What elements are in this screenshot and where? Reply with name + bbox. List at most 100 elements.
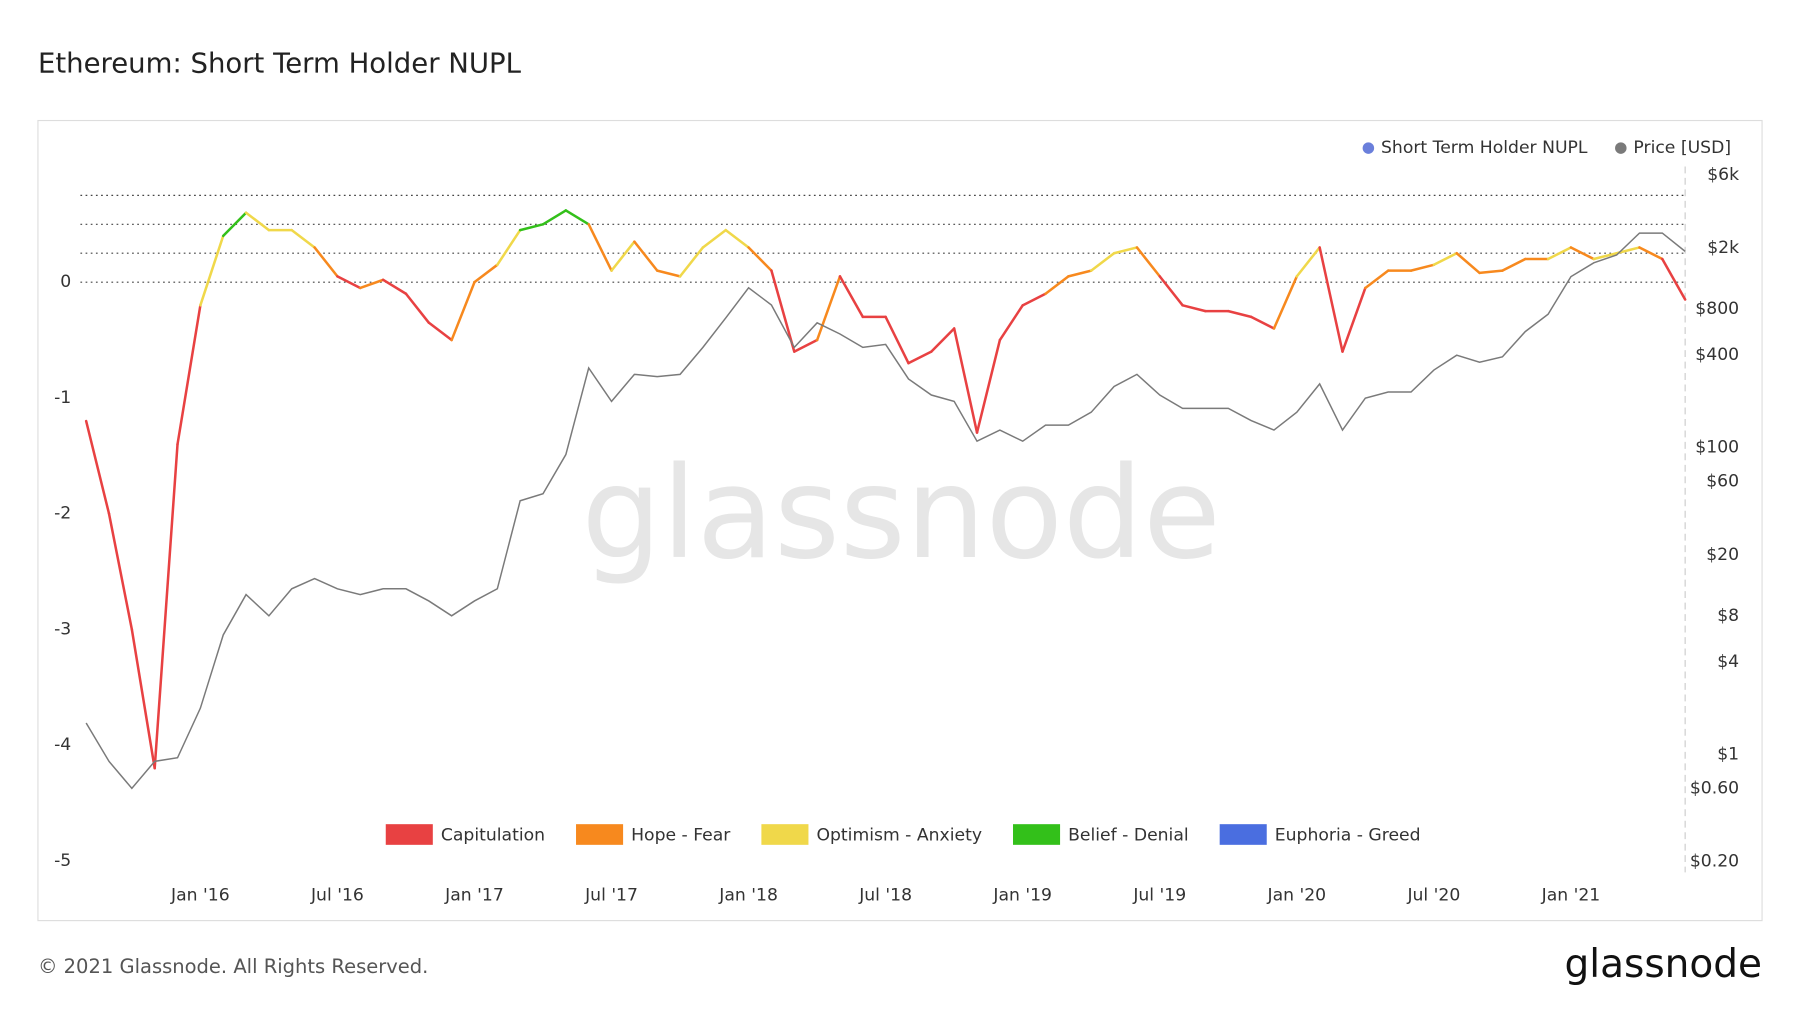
nupl-segment bbox=[244, 211, 271, 232]
nupl-segment bbox=[1341, 286, 1367, 353]
nupl-segment bbox=[724, 228, 750, 249]
y2-tick-label: $2k bbox=[1707, 238, 1739, 258]
nupl-segment bbox=[1181, 304, 1207, 313]
nupl-segment bbox=[1021, 292, 1047, 307]
nupl-segment bbox=[1569, 246, 1596, 261]
x-tick-label: Jul '19 bbox=[1132, 885, 1186, 905]
nupl-segment bbox=[587, 223, 613, 272]
zone-label: Capitulation bbox=[441, 826, 545, 846]
y2-tick-label: $4 bbox=[1717, 652, 1739, 672]
nupl-segment bbox=[473, 263, 499, 284]
zone-swatch bbox=[576, 824, 624, 845]
y2-tick-label: $0.60 bbox=[1690, 778, 1739, 798]
nupl-segment bbox=[130, 628, 156, 770]
nupl-segment bbox=[1089, 251, 1116, 272]
chart-frame bbox=[37, 119, 1763, 922]
nupl-segment bbox=[998, 304, 1024, 342]
y2-tick-label: $800 bbox=[1695, 299, 1739, 319]
legend-label: Price [USD] bbox=[1633, 138, 1731, 158]
nupl-segment bbox=[1364, 269, 1390, 290]
nupl-segment bbox=[610, 240, 636, 272]
y-tick-label: -1 bbox=[54, 388, 71, 408]
nupl-segment bbox=[1661, 257, 1687, 301]
nupl-segment bbox=[1592, 251, 1618, 261]
y2-tick-label: $6k bbox=[1707, 165, 1739, 185]
nupl-segment bbox=[907, 350, 933, 365]
nupl-segment bbox=[770, 269, 796, 353]
nupl-segment bbox=[1249, 315, 1276, 330]
y2-tick-label: $8 bbox=[1717, 606, 1739, 626]
y2-tick-label: $0.20 bbox=[1690, 852, 1739, 872]
x-tick-label: Jan '18 bbox=[718, 885, 778, 905]
nupl-segment bbox=[1638, 246, 1664, 261]
nupl-segment bbox=[290, 228, 316, 249]
watermark: glassnode bbox=[582, 440, 1221, 587]
nupl-segment bbox=[1455, 251, 1481, 275]
legend-dot bbox=[1362, 142, 1375, 154]
y2-tick-label: $60 bbox=[1706, 472, 1739, 492]
y-tick-label: -3 bbox=[54, 619, 71, 639]
x-tick-label: Jul '18 bbox=[858, 885, 912, 905]
nupl-segment bbox=[313, 246, 339, 278]
zone-label: Hope - Fear bbox=[631, 826, 731, 846]
nupl-segment bbox=[1135, 246, 1162, 278]
nupl-segment bbox=[381, 278, 408, 296]
nupl-segment bbox=[221, 211, 248, 238]
zone-swatch bbox=[1219, 824, 1267, 845]
nupl-segment bbox=[427, 321, 453, 342]
nupl-segment bbox=[107, 512, 134, 631]
legend-dot bbox=[1615, 142, 1627, 154]
nupl-segment bbox=[838, 275, 865, 319]
nupl-segment bbox=[747, 246, 773, 272]
nupl-segment bbox=[518, 223, 545, 232]
nupl-segment bbox=[1546, 246, 1573, 261]
nupl-segment bbox=[1067, 269, 1093, 278]
zone-label: Euphoria - Greed bbox=[1275, 826, 1421, 846]
nupl-segment bbox=[176, 304, 202, 446]
nupl-segment bbox=[1432, 251, 1458, 267]
nupl-segment bbox=[1318, 246, 1344, 353]
legend-label: Short Term Holder NUPL bbox=[1381, 138, 1588, 158]
zone-swatch bbox=[1013, 824, 1061, 845]
x-tick-label: Jan '20 bbox=[1267, 885, 1327, 905]
y2-tick-label: $400 bbox=[1695, 345, 1739, 365]
logo: glassnode bbox=[1565, 942, 1763, 987]
nupl-segment bbox=[655, 269, 682, 278]
chart-title: Ethereum: Short Term Holder NUPL bbox=[38, 47, 522, 79]
nupl-segment bbox=[1044, 275, 1070, 296]
nupl-segment bbox=[1295, 246, 1321, 278]
zone-swatch bbox=[761, 824, 809, 845]
nupl-segment bbox=[952, 327, 979, 434]
y-tick-label: -5 bbox=[54, 851, 71, 871]
y-tick-label: -4 bbox=[54, 735, 71, 755]
price-line bbox=[85, 232, 1686, 790]
nupl-segment bbox=[1272, 275, 1299, 330]
nupl-segment bbox=[1227, 309, 1253, 319]
nupl-segment bbox=[404, 292, 431, 324]
nupl-segment bbox=[678, 246, 705, 278]
x-tick-label: Jul '20 bbox=[1406, 885, 1460, 905]
nupl-segment bbox=[153, 442, 179, 770]
nupl-segment bbox=[1112, 246, 1139, 255]
x-tick-label: Jul '17 bbox=[584, 885, 638, 905]
nupl-segment bbox=[975, 338, 1002, 434]
x-tick-label: Jan '19 bbox=[992, 885, 1052, 905]
nupl-segment bbox=[1158, 275, 1184, 307]
zone-swatch bbox=[385, 824, 433, 845]
nupl-segment bbox=[564, 209, 590, 226]
nupl-segment bbox=[541, 209, 568, 226]
x-tick-label: Jan '21 bbox=[1541, 885, 1601, 905]
nupl-segment bbox=[633, 240, 659, 272]
footer: © 2021 Glassnode. All Rights Reserved. bbox=[38, 955, 428, 978]
nupl-segment bbox=[701, 228, 728, 249]
nupl-segment bbox=[884, 315, 910, 365]
y2-tick-label: $20 bbox=[1706, 545, 1739, 565]
nupl-segment bbox=[84, 419, 111, 515]
nupl-segment bbox=[336, 275, 362, 290]
nupl-segment bbox=[815, 275, 842, 342]
y-tick-label: -2 bbox=[54, 504, 71, 524]
nupl-segment bbox=[1501, 257, 1527, 272]
zone-label: Optimism - Anxiety bbox=[816, 826, 982, 846]
y-tick-label: 0 bbox=[60, 272, 71, 292]
